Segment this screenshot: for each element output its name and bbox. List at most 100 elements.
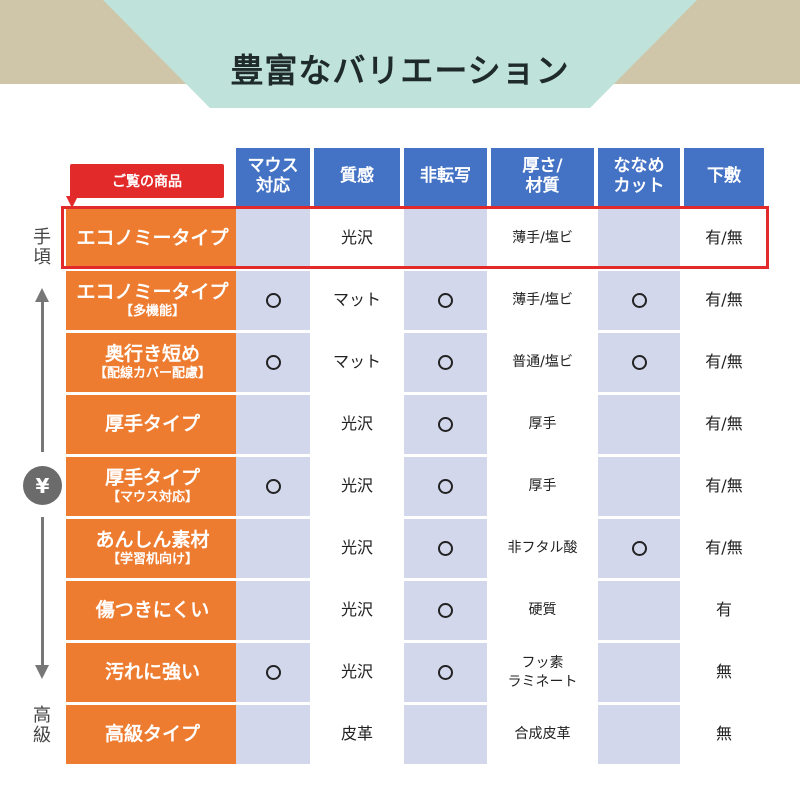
cell-mouse [236,705,310,764]
table-row: 厚手タイプ 【マウス対応】 光沢 厚手 有/無 [0,457,800,516]
cell-diagonal-cut [598,271,680,330]
cell-diagonal-cut [598,581,680,640]
cell-thickness: 薄手/塩ビ [512,230,573,247]
cell-underlay: 有/無 [705,414,743,434]
scale-line [41,300,44,452]
cell-diagonal-cut [598,395,680,454]
header-thickness: 厚さ/ 材質 [491,148,594,206]
product-label: 汚れに強い [66,643,251,702]
product-subtitle: 【学習机向け】 [106,552,198,568]
cell-non-transfer [404,333,487,392]
cell-non-transfer [404,395,487,454]
cell-non-transfer [404,457,487,516]
table-row: 厚手タイプ 光沢 厚手 有/無 [0,395,800,454]
product-label: エコノミータイプ [66,209,251,268]
circle-mark-icon [438,293,453,308]
header-diagonal-cut: ななめ カット [598,148,680,206]
circle-mark-icon [438,417,453,432]
product-label: 厚手タイプ [66,395,251,454]
circle-mark-icon [438,665,453,680]
header-non-transfer: 非転写 [404,148,487,206]
cell-underlay: 有/無 [705,290,743,310]
current-product-highlight [61,206,769,269]
cell-mouse [236,209,310,268]
table-row: 汚れに強い 光沢 フッ素 ラミネート 無 [0,643,800,702]
circle-mark-icon [265,293,281,308]
table-row: エコノミータイプ 【多機能】 マット 薄手/塩ビ 有/無 [0,271,800,330]
cell-thickness: 厚手 [528,478,557,495]
cell-underlay: 有/無 [705,538,743,558]
cell-texture: 光沢 [340,228,373,248]
scale-line [41,517,44,667]
circle-mark-icon [631,355,647,370]
product-name: あんしん素材 [95,528,210,551]
product-label: 傷つきにくい [66,581,251,640]
cell-texture: 光沢 [340,414,373,434]
table-row: 奥行き短め 【配線カバー配慮】 マット 普通/塩ビ 有/無 [0,333,800,392]
header-texture: 質感 [314,148,400,206]
header-underlay: 下敷 [684,148,764,206]
cell-texture: 皮革 [340,724,373,744]
circle-mark-icon [265,355,281,370]
circle-mark-icon [438,541,453,556]
scale-bottom-label: 高級 [33,705,51,746]
yen-icon: ¥ [23,466,62,505]
cell-underlay: 無 [715,662,732,682]
callout-arrow-icon [66,196,78,208]
scale-top-label: 手頃 [33,227,51,268]
cell-texture: 光沢 [340,662,373,682]
cell-non-transfer [404,643,487,702]
cell-mouse [236,333,310,392]
cell-texture: 光沢 [340,600,373,620]
cell-diagonal-cut [598,643,680,702]
cell-thickness: 薄手/塩ビ [512,292,573,309]
arrow-up-icon [35,288,49,302]
cell-texture: 光沢 [340,538,373,558]
cell-diagonal-cut [598,705,680,764]
cell-underlay: 有/無 [705,228,743,248]
product-subtitle: 【多機能】 [119,304,185,320]
product-name: 高級タイプ [104,722,200,745]
cell-mouse [236,519,310,578]
product-label: 奥行き短め 【配線カバー配慮】 [66,333,251,392]
cell-non-transfer [404,271,487,330]
product-name: 汚れに強い [104,660,200,683]
cell-underlay: 有/無 [705,352,743,372]
cell-non-transfer [404,519,487,578]
cell-diagonal-cut [598,457,680,516]
cell-non-transfer [404,581,487,640]
product-name: 傷つきにくい [95,598,210,621]
table-row: 高級タイプ 皮革 合成皮革 無 [0,705,800,764]
cell-mouse [236,395,310,454]
product-subtitle: 【マウス対応】 [106,490,198,506]
cell-non-transfer [404,209,487,268]
circle-mark-icon [438,479,453,494]
circle-mark-icon [631,293,647,308]
table-row: エコノミータイプ 光沢 薄手/塩ビ 有/無 [0,209,800,268]
table-row: 傷つきにくい 光沢 硬質 有 [0,581,800,640]
page-title: 豊富なバリエーション [230,51,570,90]
cell-mouse [236,457,310,516]
cell-underlay: 有/無 [705,476,743,496]
cell-underlay: 有 [715,600,732,620]
cell-mouse [236,581,310,640]
cell-thickness: フッ素 ラミネート [507,655,578,690]
cell-mouse [236,643,310,702]
cell-diagonal-cut [598,333,680,392]
table-row: あんしん素材 【学習机向け】 光沢 非フタル酸 有/無 [0,519,800,578]
cell-underlay: 無 [715,724,732,744]
product-label: あんしん素材 【学習机向け】 [66,519,251,578]
product-name: エコノミータイプ [76,226,229,249]
banner-title-plate [103,0,697,108]
cell-thickness: 合成皮革 [514,726,571,743]
product-name: 厚手タイプ [104,412,200,435]
circle-mark-icon [265,665,281,680]
cell-diagonal-cut [598,209,680,268]
product-name: 厚手タイプ [104,466,200,489]
cell-texture: マット [332,290,381,310]
cell-diagonal-cut [598,519,680,578]
cell-mouse [236,271,310,330]
cell-thickness: 硬質 [528,602,557,619]
product-name: 奥行き短め [104,342,200,365]
product-subtitle: 【配線カバー配慮】 [93,366,211,382]
